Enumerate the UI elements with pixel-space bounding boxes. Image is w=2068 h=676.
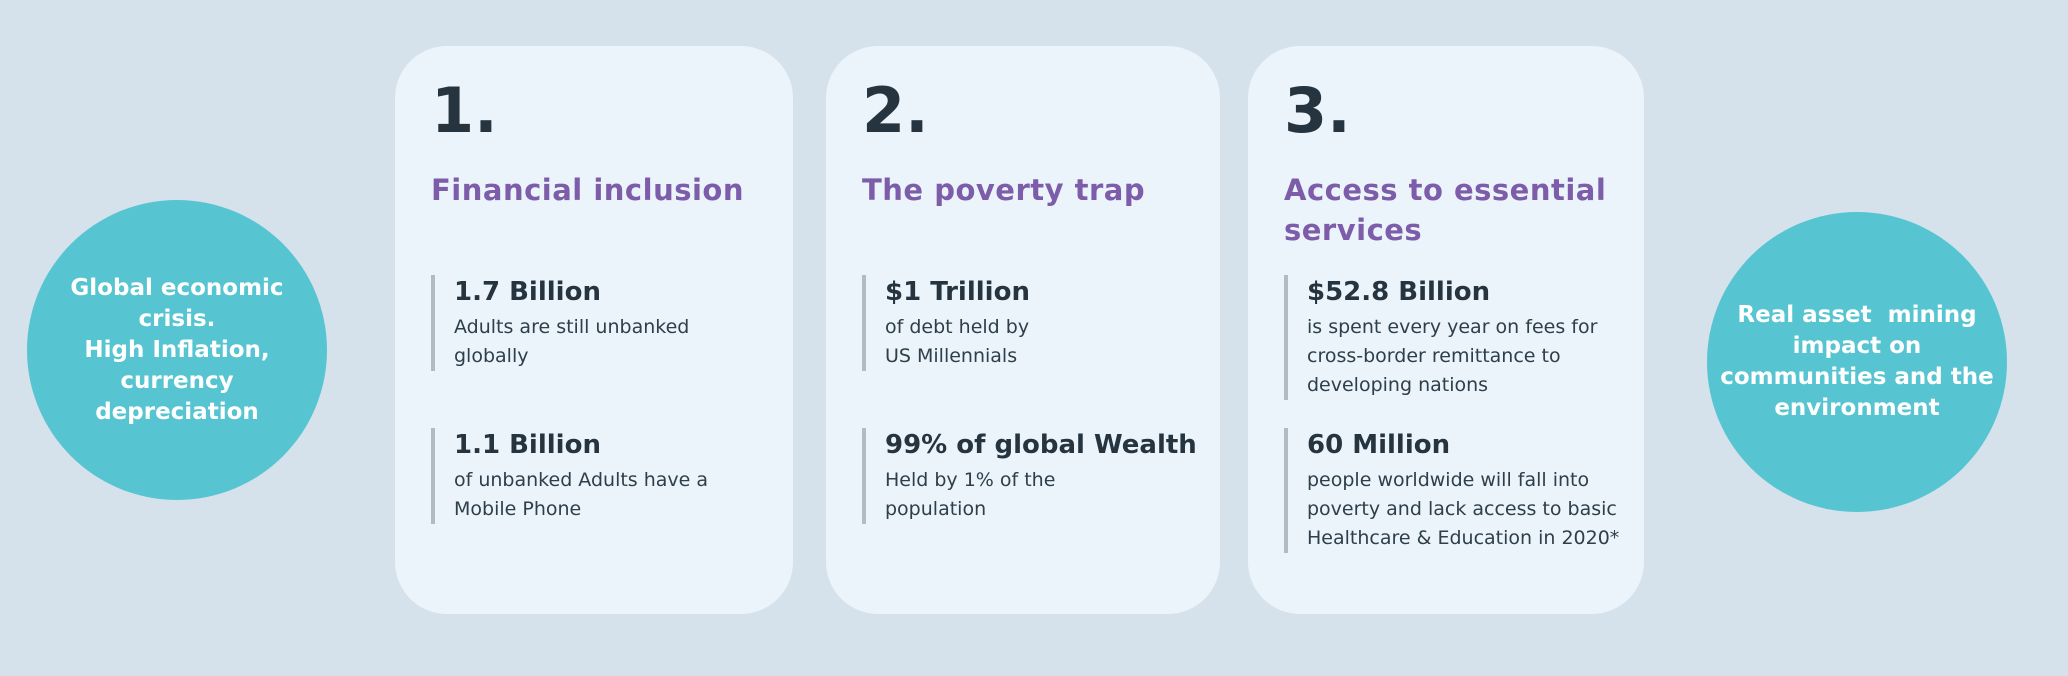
stat-value: 1.1 Billion [454,430,601,460]
card-number: 3. [1284,74,1351,147]
stat-description: of unbanked Adults have a Mobile Phone [454,469,709,520]
stat-item: $52.8 Billion is spent every year on fee… [1284,275,1608,400]
stat-value: 1.7 Billion [454,277,601,307]
stats-list: $52.8 Billion is spent every year on fee… [1284,275,1620,553]
stat-slot: $1 Trillion of debt held by US Millennia… [862,275,1184,428]
stat-description: of debt held by US Millennials [885,316,1030,367]
stat-slot: $52.8 Billion is spent every year on fee… [1284,275,1608,428]
stat-value: 60 Million [1307,430,1451,460]
stat-slot: 1.1 Billion of unbanked Adults have a Mo… [431,428,757,524]
left-circle-text: Global economic crisis. High Inflation, … [70,274,284,425]
card-title: Financial inclusion [431,173,744,207]
stats-list: 1.7 Billion Adults are still unbanked gl… [431,275,757,524]
stat-slot: 60 Million people worldwide will fall in… [1284,428,1620,553]
right-circle: Real asset mining impact on communities … [1707,212,2007,512]
card-number: 1. [431,74,498,147]
card-number: 2. [862,74,929,147]
right-circle-text: Real asset mining impact on communities … [1720,302,1994,421]
stat-value: 99% of global Wealth [885,430,1197,460]
stat-description: Adults are still unbanked globally [454,316,690,367]
stat-value: $52.8 Billion [1307,277,1491,307]
stat-description: people worldwide will fall into poverty … [1307,469,1620,549]
left-circle: Global economic crisis. High Inflation, … [27,200,327,500]
card-title: The poverty trap [862,173,1146,207]
stat-item: 99% of global Wealth Held by 1% of the p… [862,428,1197,524]
stat-item: $1 Trillion of debt held by US Millennia… [862,275,1184,371]
card-title: Access to essential services [1284,173,1607,247]
card-financial-inclusion: 1. Financial inclusion 1.7 Billion Adult… [395,46,793,614]
stat-value: $1 Trillion [885,277,1030,307]
stat-description: Held by 1% of the population [885,469,1056,520]
stat-item: 1.1 Billion of unbanked Adults have a Mo… [431,428,757,524]
stat-item: 1.7 Billion Adults are still unbanked gl… [431,275,757,371]
card-poverty-trap: 2. The poverty trap $1 Trillion of debt … [826,46,1220,614]
stats-list: $1 Trillion of debt held by US Millennia… [862,275,1197,524]
stat-slot: 1.7 Billion Adults are still unbanked gl… [431,275,757,428]
stat-item: 60 Million people worldwide will fall in… [1284,428,1620,553]
stat-description: is spent every year on fees for cross-bo… [1307,316,1598,396]
stat-slot: 99% of global Wealth Held by 1% of the p… [862,428,1197,524]
card-access-essential-services: 3. Access to essential services $52.8 Bi… [1248,46,1644,614]
